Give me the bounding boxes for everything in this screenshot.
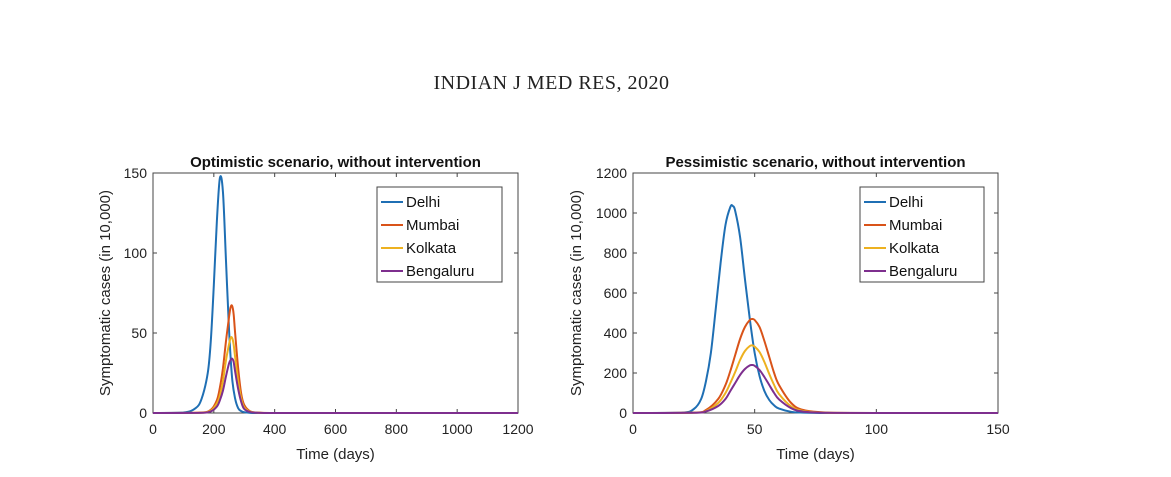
y-tick-label: 600 xyxy=(604,285,628,301)
series-line-delhi xyxy=(632,204,998,415)
y-tick-label: 400 xyxy=(604,325,628,341)
legend-label-kolkata: Kolkata xyxy=(889,240,940,257)
legend-label-delhi: Delhi xyxy=(406,194,440,211)
legend-label-mumbai: Mumbai xyxy=(406,217,459,234)
x-tick-label: 1200 xyxy=(502,421,533,437)
chart-title: Optimistic scenario, without interventio… xyxy=(190,154,481,171)
x-tick-label: 1000 xyxy=(442,421,473,437)
chart-title: Pessimistic scenario, without interventi… xyxy=(665,154,965,171)
x-tick-label: 800 xyxy=(385,421,409,437)
x-tick-label: 150 xyxy=(986,421,1010,437)
x-tick-label: 0 xyxy=(629,421,637,437)
journal-header: INDIAN J MED RES, 2020 xyxy=(433,72,670,94)
y-tick-label: 1000 xyxy=(596,205,627,221)
legend-label-bengaluru: Bengaluru xyxy=(406,263,474,280)
y-tick-label: 100 xyxy=(124,245,148,261)
x-tick-label: 100 xyxy=(865,421,889,437)
y-tick-label: 0 xyxy=(139,405,147,421)
y-axis-label: Symptomatic cases (in 10,000) xyxy=(568,190,585,396)
x-tick-label: 200 xyxy=(202,421,226,437)
series-line-bengaluru xyxy=(632,363,998,415)
series-line-kolkata xyxy=(632,344,998,415)
chart-1-group: Pessimistic scenario, without interventi… xyxy=(568,154,1010,463)
y-tick-label: 150 xyxy=(124,165,148,181)
x-axis-label: Time (days) xyxy=(776,446,855,463)
y-tick-label: 1200 xyxy=(596,165,627,181)
x-tick-label: 0 xyxy=(149,421,157,437)
x-axis-label: Time (days) xyxy=(296,446,375,463)
y-tick-label: 50 xyxy=(131,325,147,341)
legend-label-delhi: Delhi xyxy=(889,194,923,211)
x-tick-label: 600 xyxy=(324,421,348,437)
y-tick-label: 200 xyxy=(604,365,628,381)
y-axis-label: Symptomatic cases (in 10,000) xyxy=(97,190,114,396)
x-tick-label: 400 xyxy=(263,421,287,437)
chart-0-group: Optimistic scenario, without interventio… xyxy=(97,154,534,463)
series-line-mumbai xyxy=(632,317,998,415)
y-tick-label: 800 xyxy=(604,245,628,261)
legend-label-mumbai: Mumbai xyxy=(889,217,942,234)
series-line-bengaluru xyxy=(152,357,518,415)
x-tick-label: 50 xyxy=(747,421,763,437)
y-tick-label: 0 xyxy=(619,405,627,421)
legend-label-kolkata: Kolkata xyxy=(406,240,457,257)
legend-label-bengaluru: Bengaluru xyxy=(889,263,957,280)
